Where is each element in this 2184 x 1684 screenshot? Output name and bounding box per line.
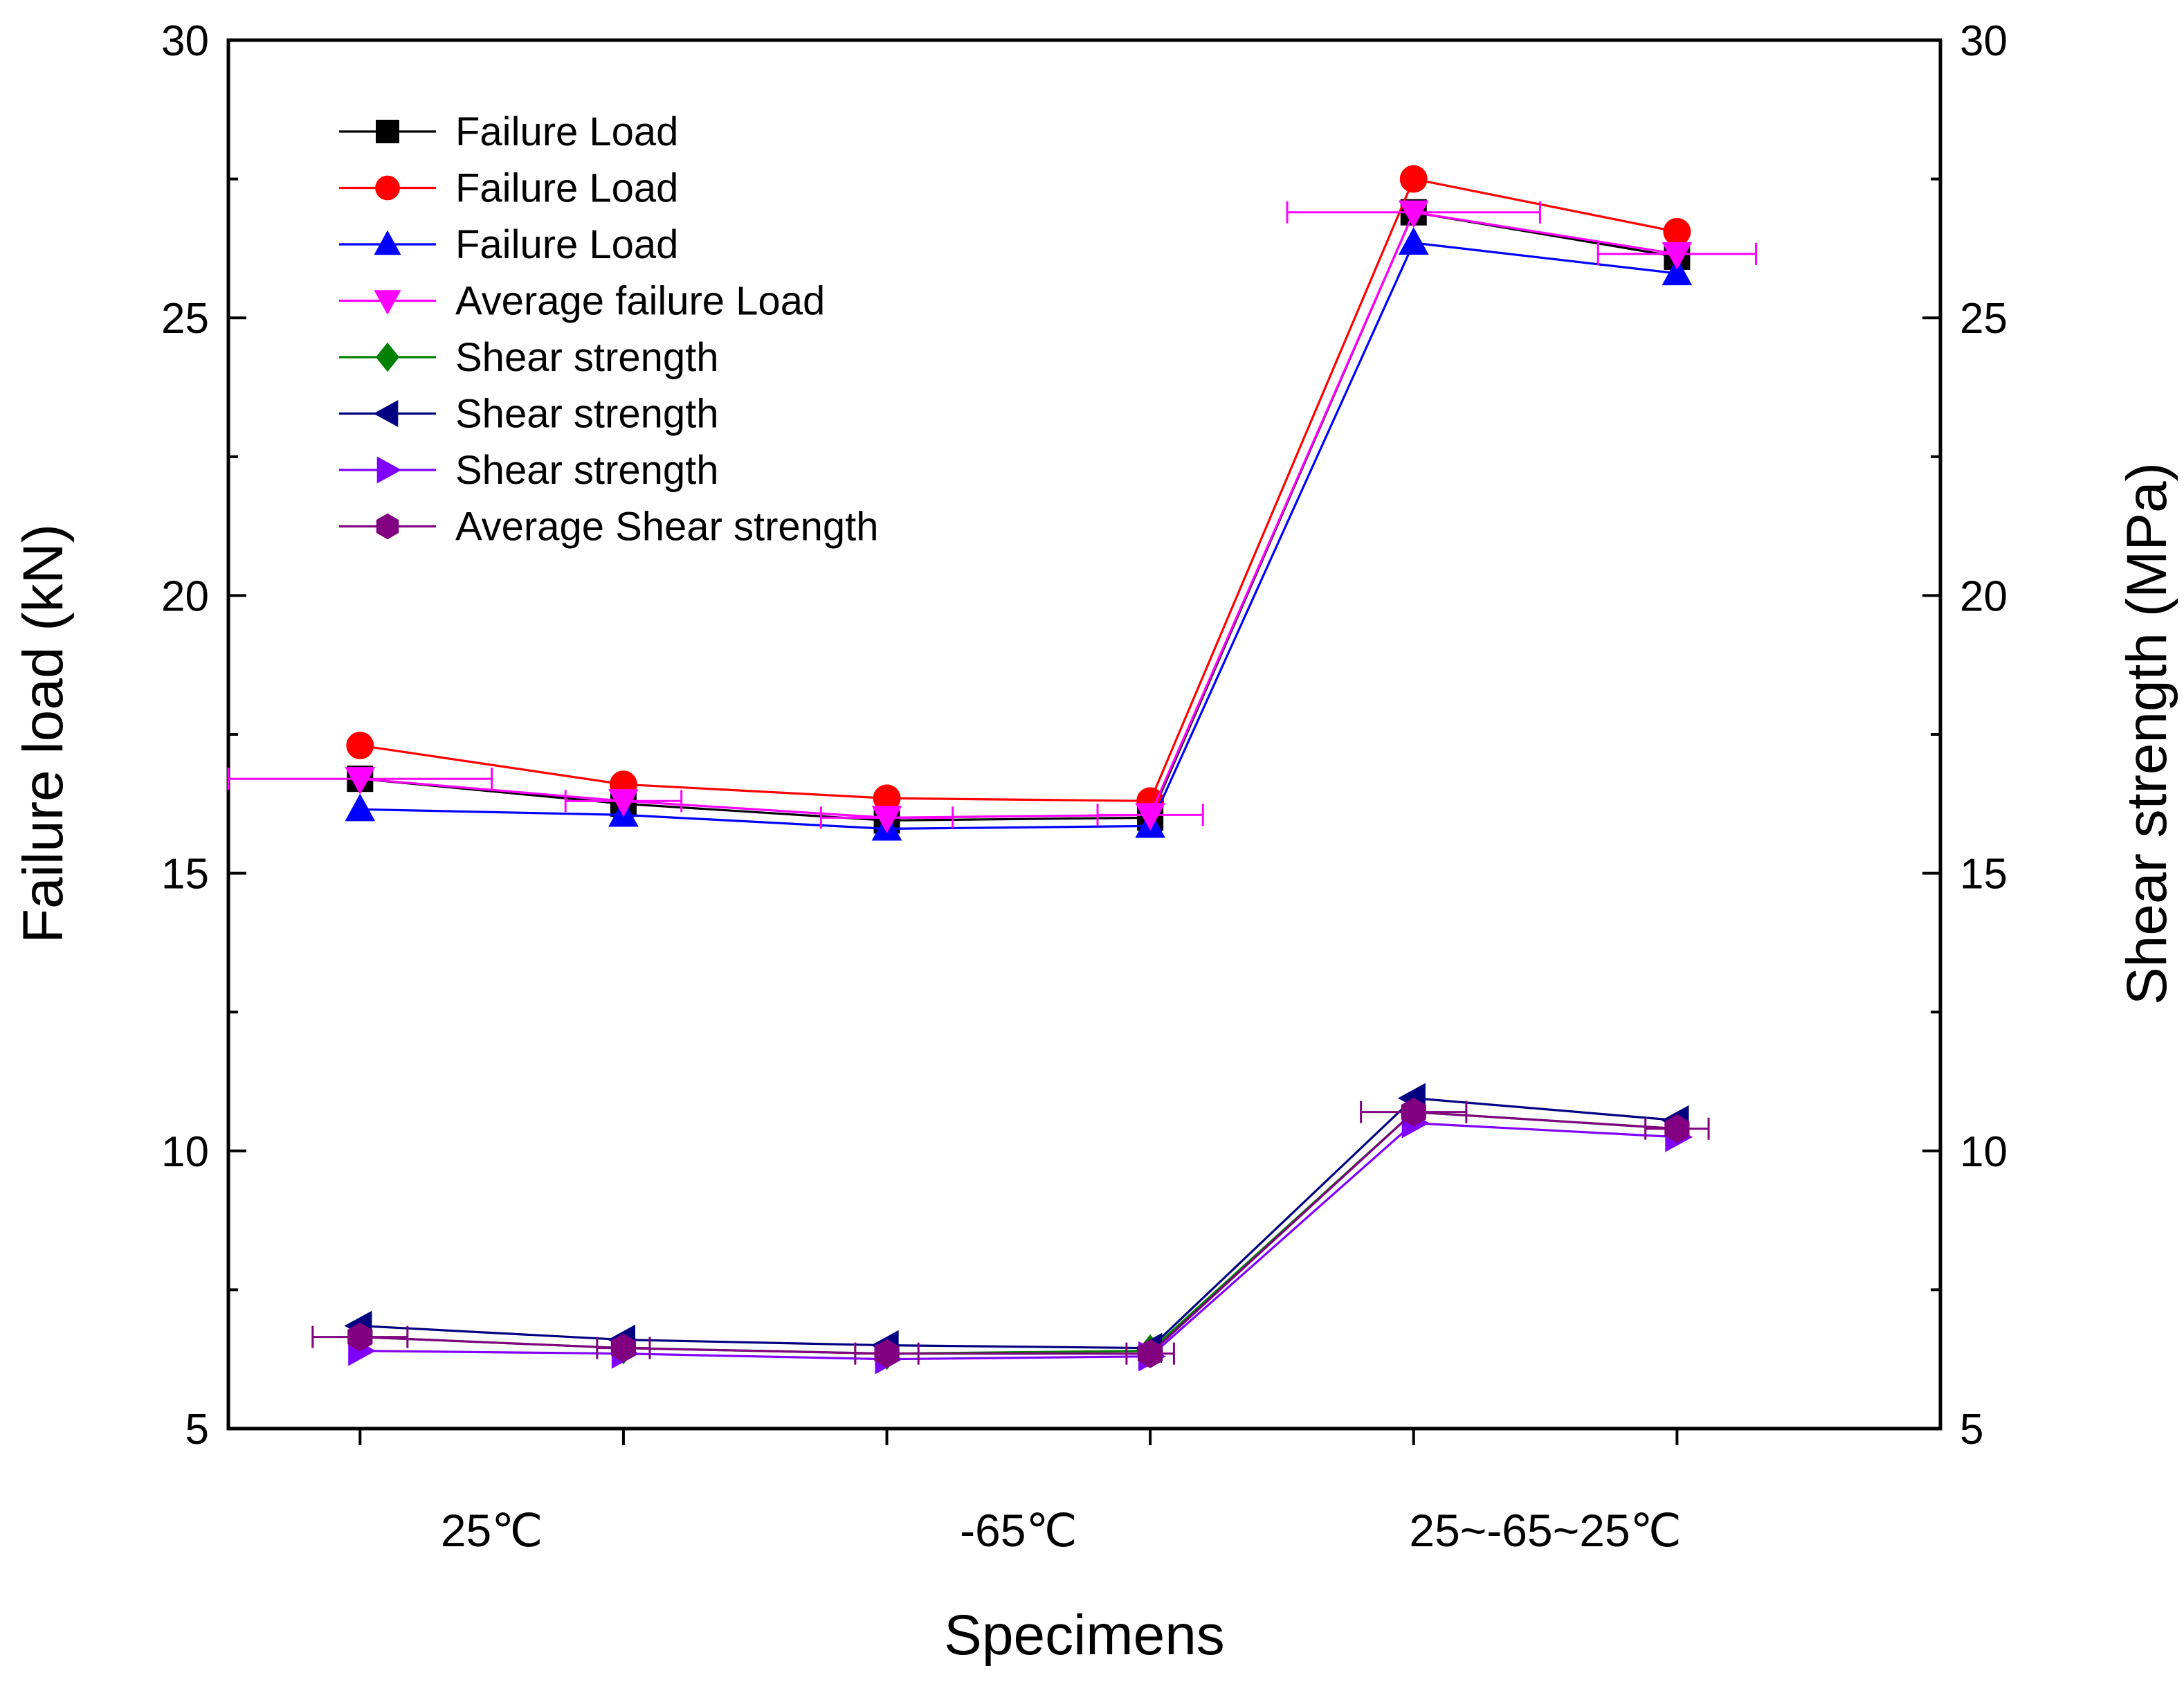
left-axis-title: Failure load (kN) <box>12 524 75 943</box>
left-tick-label: 20 <box>161 572 209 620</box>
data-point <box>873 784 901 813</box>
legend-label: Average failure Load <box>455 279 825 324</box>
legend-entry: Shear strength <box>339 335 718 380</box>
category-label: 25℃ <box>441 1505 543 1556</box>
left-axis-ticks: 5 10 15 20 25 30 <box>161 17 246 1454</box>
legend-marker <box>376 456 402 484</box>
legend-marker <box>374 290 401 315</box>
right-tick-label: 25 <box>1960 295 2008 343</box>
legend-entry: Failure Load <box>339 109 678 154</box>
right-tick-label: 10 <box>1960 1128 2008 1176</box>
data-point <box>1398 200 1429 228</box>
x-axis-ticks <box>358 1429 1679 1445</box>
series-line <box>360 210 1677 819</box>
data-point <box>1663 217 1691 246</box>
legend-entry: Failure Load <box>339 166 678 211</box>
left-tick-label: 30 <box>161 17 209 65</box>
legend-label: Shear strength <box>455 392 718 437</box>
data-point <box>1401 1097 1426 1127</box>
series-line <box>360 1110 1677 1355</box>
legend-label: Failure Load <box>455 222 678 267</box>
category-labels: 25℃ -65℃ 25~-65~25℃ <box>441 1505 1682 1556</box>
left-tick-label: 25 <box>161 295 209 343</box>
data-point <box>1662 257 1693 286</box>
right-tick-label: 15 <box>1960 851 2008 898</box>
series-layer <box>227 165 1758 1375</box>
data-point <box>1399 165 1428 193</box>
data-point <box>1135 803 1166 831</box>
legend-marker <box>376 342 399 372</box>
legend-entry: Average Shear strength <box>339 505 879 550</box>
legend-entry: Average failure Load <box>339 279 825 324</box>
data-point <box>1664 1114 1690 1143</box>
series-line <box>360 1122 1677 1361</box>
legend-marker <box>373 399 399 428</box>
category-label: -65℃ <box>960 1505 1077 1556</box>
right-axis-ticks: 5 10 15 20 25 30 <box>1922 17 2008 1454</box>
legend-marker <box>374 230 401 255</box>
data-point <box>874 1339 900 1368</box>
left-tick-label: 5 <box>185 1406 209 1454</box>
x-axis-title: Specimens <box>944 1604 1225 1667</box>
data-point <box>345 767 376 795</box>
series-8 <box>311 1097 1710 1368</box>
series-line <box>360 1096 1677 1350</box>
right-tick-label: 20 <box>1960 572 2008 620</box>
right-axis-title: Shear strength (MPa) <box>2115 462 2178 1005</box>
category-label: 25~-65~25℃ <box>1409 1505 1681 1556</box>
series-line <box>360 177 1677 802</box>
legend: Failure Load Failure Load Failure Load Aver… <box>339 109 879 550</box>
right-tick-label: 5 <box>1960 1406 1983 1454</box>
legend-entry: Shear strength <box>339 448 718 493</box>
legend-marker <box>376 513 399 540</box>
right-tick-label: 30 <box>1960 17 2008 65</box>
legend-label: Shear strength <box>455 335 718 380</box>
legend-entry: Shear strength <box>339 392 718 437</box>
legend-marker <box>376 120 399 143</box>
legend-entry: Failure Load <box>339 222 678 267</box>
legend-marker <box>375 175 400 201</box>
left-tick-label: 15 <box>161 851 209 898</box>
series-4 <box>227 200 1758 834</box>
data-point <box>871 806 902 834</box>
data-point <box>1662 242 1693 270</box>
data-point <box>1138 1339 1163 1368</box>
left-tick-label: 10 <box>161 1128 209 1176</box>
data-point <box>347 1322 373 1352</box>
legend-label: Failure Load <box>455 109 678 154</box>
legend-label: Failure Load <box>455 166 678 211</box>
data-point <box>608 789 639 817</box>
data-point <box>346 732 374 759</box>
data-point <box>1398 227 1429 255</box>
data-point <box>345 793 376 822</box>
legend-label: Shear strength <box>455 448 718 493</box>
data-point <box>610 1333 637 1363</box>
series-line <box>360 242 1677 831</box>
legend-label: Average Shear strength <box>455 505 879 550</box>
